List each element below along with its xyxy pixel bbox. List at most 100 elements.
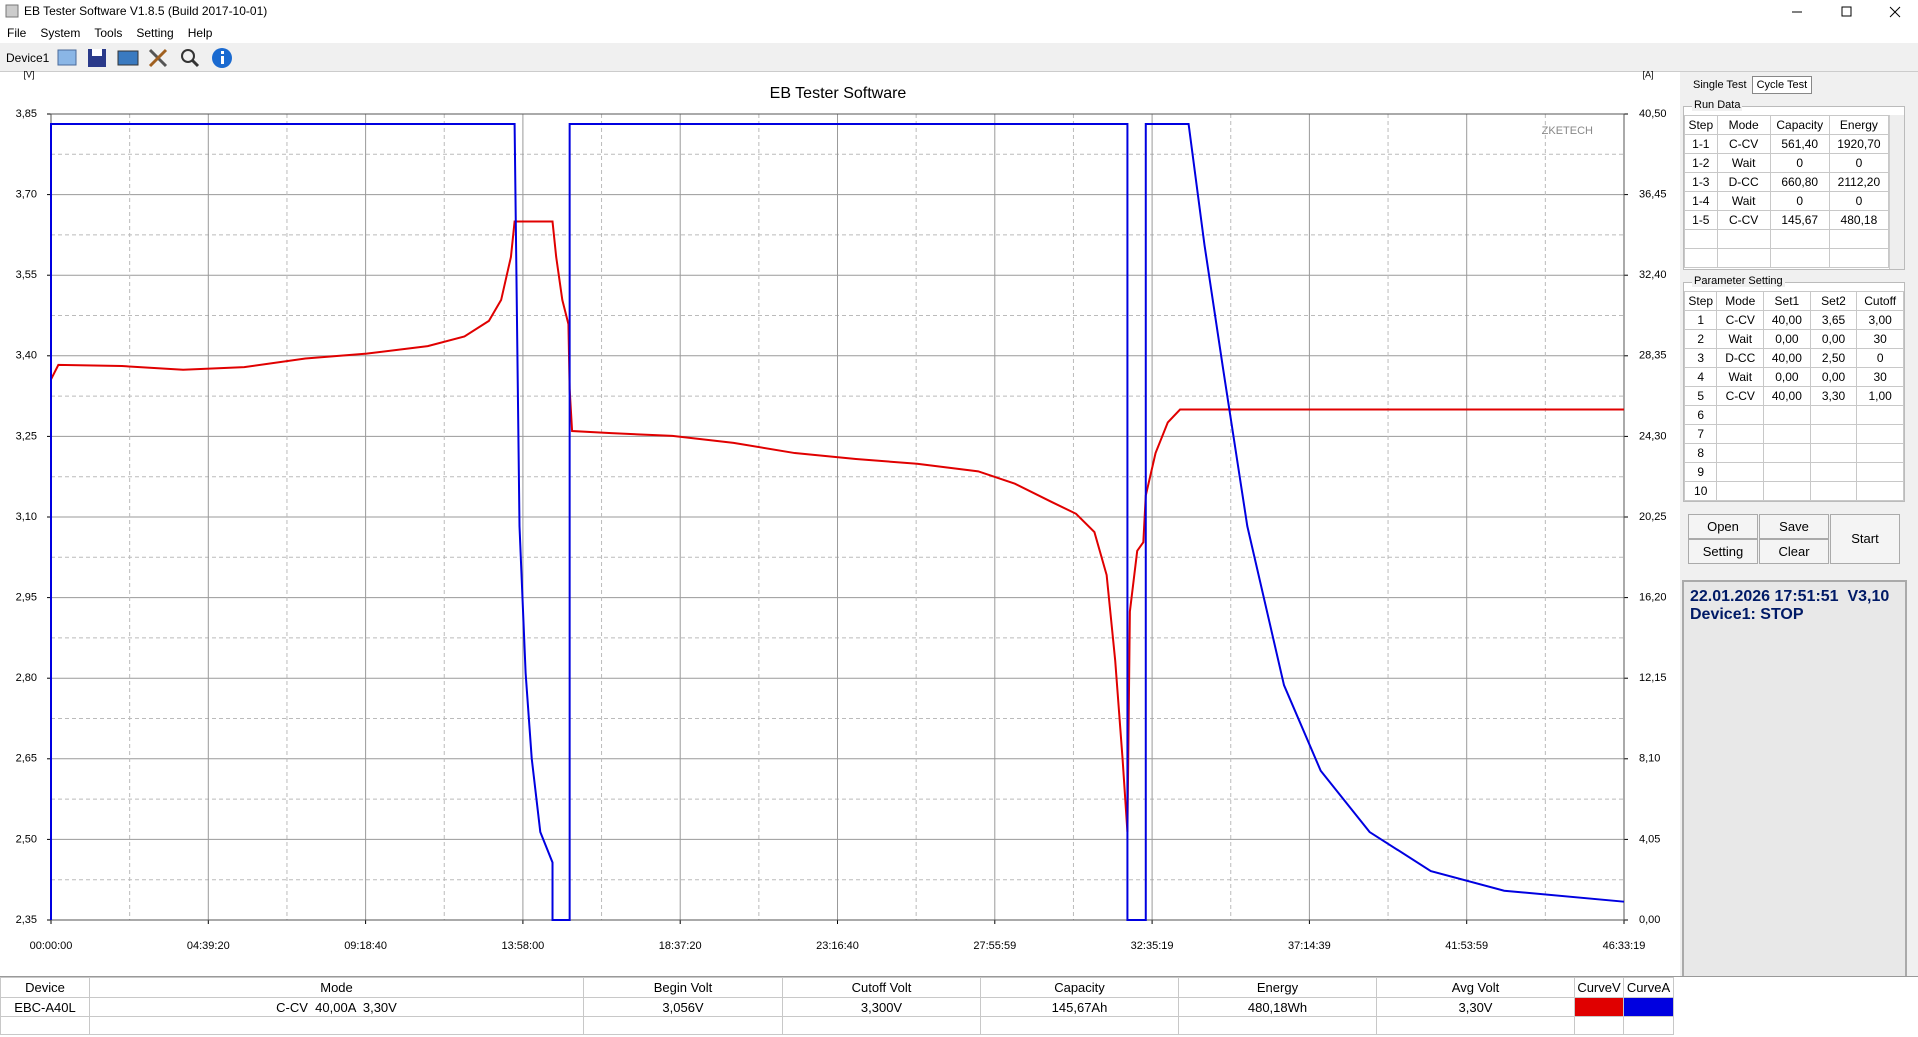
table-row: 1-2 Wait 0 0: [1684, 153, 1890, 173]
y-tick-label: 2,95: [16, 592, 37, 604]
table-cell: 0: [1769, 191, 1830, 211]
device-label: Device1: [6, 51, 50, 65]
column-header: Avg Volt: [1376, 977, 1575, 998]
table-cell: 0,00: [1809, 367, 1858, 387]
table-cell: 2: [1683, 329, 1718, 349]
empty-cell: [0, 1016, 90, 1035]
open-button[interactable]: Open: [1688, 514, 1758, 539]
column-header: Set2: [1809, 291, 1858, 311]
menu-item[interactable]: System: [40, 26, 81, 40]
empty-cell: [1178, 1016, 1377, 1035]
x-tick-label: 00:00:00: [30, 940, 73, 952]
empty-cell: [1856, 424, 1904, 444]
empty-cell: [1856, 481, 1904, 501]
table-cell: D-CC: [1716, 348, 1765, 368]
table-cell: C-CV: [1716, 134, 1771, 154]
table-cell: Wait: [1716, 329, 1765, 349]
empty-cell: [782, 1016, 981, 1035]
table-cell: 1-3: [1684, 172, 1718, 192]
toolbar: Device1: [0, 43, 1918, 72]
header-row: Device Mode Begin Volt Cutoff Volt Capacity E…: [0, 977, 1674, 998]
empty-cell: [1856, 443, 1904, 463]
column-header: Energy: [1828, 115, 1890, 135]
status-line: 22.01.2026 17:51:51 V3,10: [1690, 588, 1890, 605]
column-header: Mode: [89, 977, 584, 998]
blank-row: [0, 1016, 1674, 1035]
x-tick-label: 23:16:40: [816, 940, 859, 952]
x-tick-label: 09:18:40: [344, 940, 387, 952]
empty-cell: [1716, 405, 1765, 425]
table-cell: 3,65: [1809, 310, 1858, 330]
table-cell: 0,00: [1763, 329, 1811, 349]
empty-cell: [1809, 405, 1858, 425]
table-cell: 3,30: [1809, 386, 1858, 406]
column-header: Mode: [1716, 291, 1765, 311]
setting-button[interactable]: Setting: [1688, 539, 1758, 564]
table-cell: 0: [1828, 191, 1890, 211]
table-row: 10: [1683, 481, 1904, 501]
curve-swatch: [1574, 997, 1624, 1017]
x-tick-label: 27:55:59: [973, 940, 1016, 952]
window-controls[interactable]: [1780, 0, 1918, 24]
status-line: Device1: STOP: [1690, 606, 1804, 623]
data-table: Step Mode Set1 Set2 Cutoff 1 C-CV 40,00 3,65 3,00…: [1683, 291, 1904, 501]
empty-cell: [1769, 248, 1830, 268]
table-cell: 660,80: [1769, 172, 1830, 192]
table-cell: 30: [1856, 329, 1904, 349]
empty-cell: [1828, 248, 1890, 268]
table-cell: 5: [1683, 386, 1718, 406]
column-header: Device: [0, 977, 90, 998]
empty-cell: [1856, 462, 1904, 482]
x-tick-label: 04:39:20: [187, 940, 230, 952]
y2-tick-label: 4,05: [1639, 833, 1660, 845]
table-cell: 40,00: [1763, 386, 1811, 406]
scrollbar[interactable]: [1889, 115, 1904, 269]
empty-cell: [1769, 229, 1830, 249]
empty-cell: [1716, 229, 1771, 249]
menu-item[interactable]: Tools: [94, 26, 123, 40]
tab[interactable]: Cycle Test: [1751, 76, 1813, 94]
empty-cell: [1809, 462, 1858, 482]
empty-cell: [980, 1016, 1179, 1035]
y-tick-label: 3,10: [16, 511, 37, 523]
y-tick-label: 2,35: [16, 914, 37, 926]
toolbar-icons[interactable]: [56, 46, 236, 70]
y2-tick-label: 36,45: [1639, 189, 1667, 201]
menu-bar: File System Tools Setting Help: [0, 24, 1918, 43]
y-tick-label: 2,50: [16, 833, 37, 845]
tab[interactable]: Single Test: [1693, 79, 1747, 91]
start-button[interactable]: Start: [1830, 514, 1900, 564]
menu-item[interactable]: Setting: [136, 26, 174, 40]
y-axis-label: [V]: [23, 69, 34, 79]
run-data-group: Run Data Step Mode Capacity Energy 1-1 C-CV 56…: [1683, 99, 1905, 270]
column-header: Energy: [1178, 977, 1377, 998]
table-cell: 30: [1856, 367, 1904, 387]
empty-cell: [1716, 443, 1765, 463]
title-bar: EB Tester Software V1.8.5 (Build 2017-10…: [0, 0, 1918, 24]
column-header: Cutoff: [1856, 291, 1904, 311]
clear-button[interactable]: Clear: [1759, 539, 1829, 564]
menu-item[interactable]: File: [7, 26, 27, 40]
table-cell: 10: [1683, 481, 1718, 501]
empty-cell: [1763, 405, 1811, 425]
column-header: Cutoff Volt: [782, 977, 981, 998]
save-button[interactable]: Save: [1759, 514, 1829, 539]
table-cell: 1-4: [1684, 191, 1718, 211]
curve-swatch: [1623, 997, 1674, 1017]
empty-cell: [1574, 1016, 1624, 1035]
table-cell: 0,00: [1763, 367, 1811, 387]
table-row: 4 Wait 0,00 0,00 30: [1683, 367, 1904, 387]
table-cell: C-CV: [1716, 210, 1771, 230]
y2-tick-label: 0,00: [1639, 914, 1660, 926]
table-cell: 2112,20: [1828, 172, 1890, 192]
table-cell: 1-2: [1684, 153, 1718, 173]
column-header: Begin Volt: [583, 977, 783, 998]
table-cell: 2,50: [1809, 348, 1858, 368]
y2-tick-label: 32,40: [1639, 269, 1667, 281]
group-title: Run Data: [1692, 99, 1743, 111]
table-cell: 6: [1683, 405, 1718, 425]
menu-item[interactable]: Help: [187, 26, 213, 40]
column-header: Mode: [1716, 115, 1771, 135]
table-cell: 3,30V: [1376, 997, 1575, 1017]
table-cell: 40,00: [1763, 348, 1811, 368]
